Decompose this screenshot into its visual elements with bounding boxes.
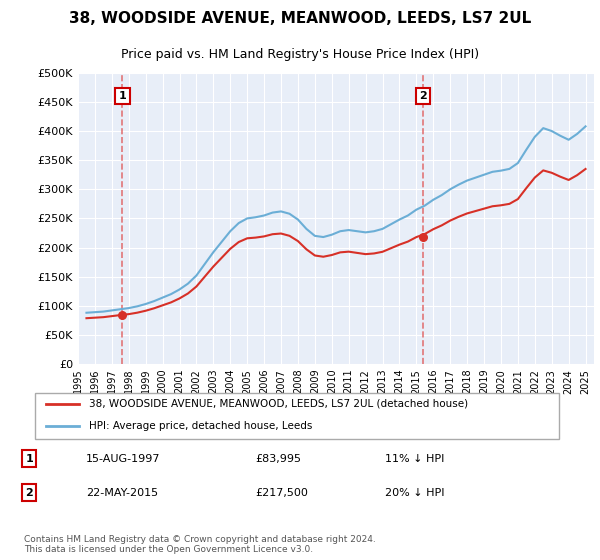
Point <box>118 311 127 320</box>
Text: 1: 1 <box>25 454 33 464</box>
Text: Contains HM Land Registry data © Crown copyright and database right 2024.
This d: Contains HM Land Registry data © Crown c… <box>23 534 376 554</box>
Text: 11% ↓ HPI: 11% ↓ HPI <box>385 454 444 464</box>
Text: 2: 2 <box>419 91 427 101</box>
Text: HPI: Average price, detached house, Leeds: HPI: Average price, detached house, Leed… <box>89 421 313 431</box>
Text: 38, WOODSIDE AVENUE, MEANWOOD, LEEDS, LS7 2UL (detached house): 38, WOODSIDE AVENUE, MEANWOOD, LEEDS, LS… <box>89 399 469 409</box>
Text: 15-AUG-1997: 15-AUG-1997 <box>86 454 160 464</box>
Text: 22-MAY-2015: 22-MAY-2015 <box>86 488 158 498</box>
Text: Price paid vs. HM Land Registry's House Price Index (HPI): Price paid vs. HM Land Registry's House … <box>121 48 479 61</box>
Text: 1: 1 <box>118 91 126 101</box>
Text: £217,500: £217,500 <box>255 488 308 498</box>
Point <box>418 233 428 242</box>
Text: 20% ↓ HPI: 20% ↓ HPI <box>385 488 444 498</box>
Text: 38, WOODSIDE AVENUE, MEANWOOD, LEEDS, LS7 2UL: 38, WOODSIDE AVENUE, MEANWOOD, LEEDS, LS… <box>69 11 531 26</box>
FancyBboxPatch shape <box>35 394 559 438</box>
Text: 2: 2 <box>25 488 33 498</box>
Text: £83,995: £83,995 <box>255 454 301 464</box>
